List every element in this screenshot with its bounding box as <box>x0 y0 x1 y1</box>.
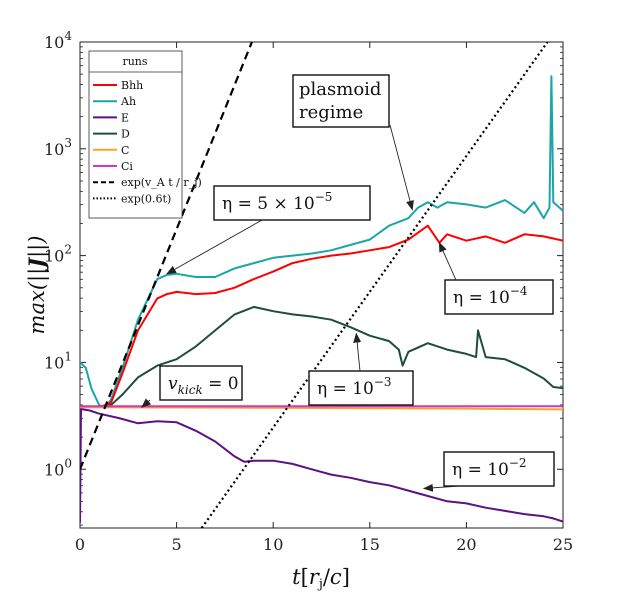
annotation-arrow <box>389 124 414 211</box>
x-tick-label: 25 <box>553 535 573 554</box>
annotation-box <box>308 370 414 406</box>
annotation-text: vkick = 0 <box>168 374 239 397</box>
annotation-arrow <box>422 483 461 492</box>
annotation-text: η = 10−4 <box>453 284 528 308</box>
legend-label: Ci <box>121 160 133 173</box>
legend-entries: Bhh Ah EDC Ci exp(v_A t / r_j) exp(0.6t) <box>93 79 202 205</box>
annotation-text: η = 10−2 <box>452 456 527 480</box>
y-tick-label: 102 <box>44 243 72 266</box>
legend-label: Ah <box>120 95 136 108</box>
legend-label: E <box>121 111 129 124</box>
series-line-bhh <box>98 224 563 409</box>
axis-ticks: 0 5 10 15 20 25 100 101 102 103 104 <box>44 29 573 554</box>
annotation-arrow <box>141 398 152 408</box>
series-line-e <box>80 407 563 523</box>
x-tick-label: 0 <box>75 535 85 554</box>
legend-label: exp(v_A t / r_j) <box>121 176 202 189</box>
y-axis-label: max(||J||) <box>24 236 50 335</box>
y-tick-label: 103 <box>44 136 72 159</box>
x-tick-label: 5 <box>172 535 182 554</box>
series-line-c <box>80 406 563 411</box>
annotation-text: plasmoid <box>299 79 381 100</box>
legend-label: C <box>121 144 129 157</box>
annotation-box <box>443 451 555 487</box>
annotation-box <box>444 279 554 315</box>
annotation-arrow <box>438 241 457 281</box>
legend-label: exp(0.6t) <box>121 192 171 205</box>
annotation-box <box>292 74 390 128</box>
x-tick-label: 10 <box>263 535 283 554</box>
series-layer <box>80 42 563 528</box>
x-axis-label: t[rj/c] <box>292 565 350 592</box>
annotation-box <box>159 365 243 401</box>
annotation-text: η = 5 × 10−5 <box>222 190 332 214</box>
annotation-arrow <box>166 219 263 275</box>
legend-title: runs <box>122 55 147 68</box>
series-line-exp-v-a-t-r-j- <box>80 42 253 470</box>
y-tick-label: 100 <box>44 456 72 479</box>
legend-label: Bhh <box>121 79 143 92</box>
y-tick-label: 101 <box>44 349 72 372</box>
y-tick-label: 104 <box>44 29 72 52</box>
annotation-arrow <box>353 332 362 372</box>
series-line-d <box>99 305 563 409</box>
annotations: η = 5 × 10−5 η = 10−4 η = 10−3 η = 10−2 vkic… <box>141 74 555 492</box>
x-tick-label: 20 <box>456 535 476 554</box>
annotation-text: regime <box>299 102 363 123</box>
legend: runs Bhh Ah EDC Ci exp(v_A t / r_j) exp(0.6t) <box>88 50 202 219</box>
x-tick-label: 15 <box>360 535 380 554</box>
annotation-text: η = 10−3 <box>317 375 392 399</box>
legend-label: D <box>121 128 130 141</box>
annotation-box <box>213 185 371 221</box>
